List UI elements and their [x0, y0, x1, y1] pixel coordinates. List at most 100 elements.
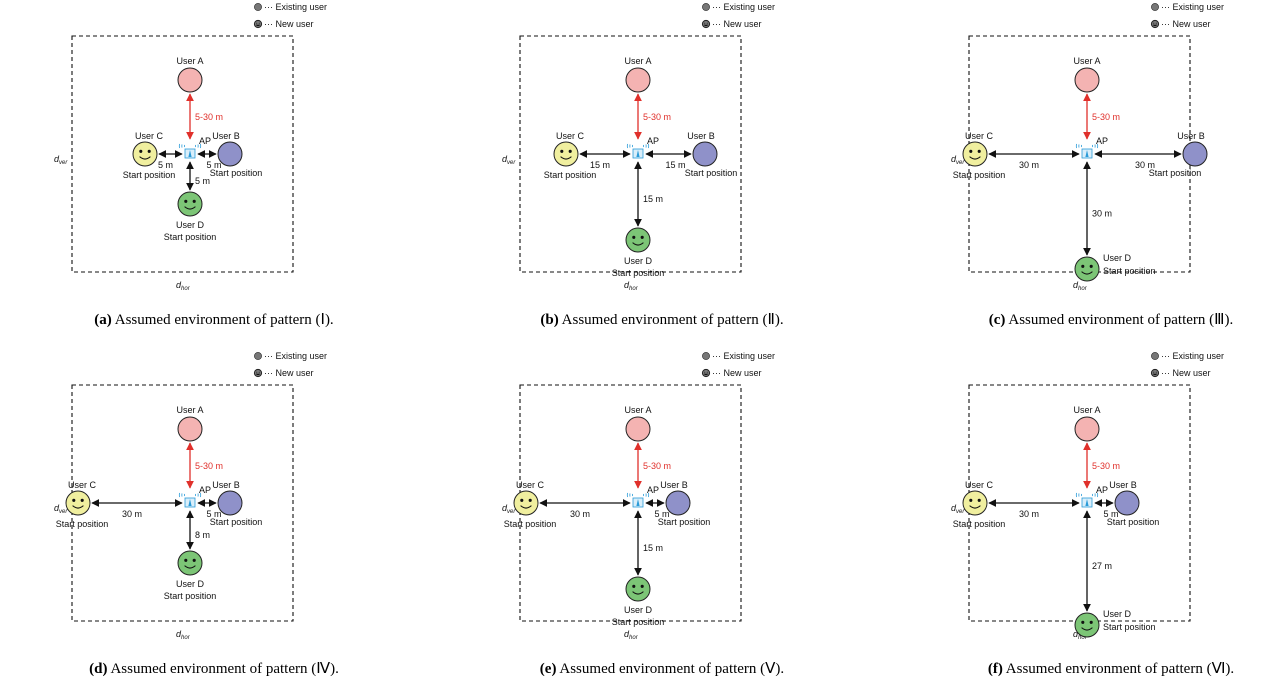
user-d-marker-face — [1075, 257, 1099, 281]
user-d-marker — [1075, 613, 1099, 637]
dhor-sub: hor — [629, 635, 639, 641]
diagram-d: ··· Existing user··· New userdverdhorAPU… — [0, 349, 428, 695]
distance-d-label: 15 m — [643, 543, 663, 553]
user-b-marker — [218, 491, 242, 515]
user-c-label: User C — [516, 480, 545, 490]
distance-b-label: 5 m — [1103, 509, 1118, 519]
user-c-marker-face — [514, 491, 538, 515]
user-c-start-label: Start position — [123, 170, 176, 180]
legend-existing-label: ··· Existing user — [712, 2, 775, 12]
legend-new-icon-face — [1151, 369, 1158, 376]
distance-b-label: 30 m — [1135, 160, 1155, 170]
caption-text: Assumed environment of pattern (Ⅵ). — [1006, 661, 1234, 677]
user-c-marker-face — [133, 142, 157, 166]
user-c-label: User C — [556, 131, 585, 141]
user-b-marker — [1183, 142, 1207, 166]
diagram-e: ··· Existing user··· New userdverdhorAPU… — [448, 349, 876, 695]
user-d-marker-eye-right — [1090, 265, 1093, 268]
user-a-marker — [1075, 417, 1099, 441]
user-a-label: User A — [176, 56, 203, 66]
access-point-icon — [179, 144, 200, 158]
legend-new-icon — [254, 369, 261, 376]
legend-new-icon-face — [702, 20, 709, 27]
caption-text: Assumed environment of pattern (Ⅱ). — [562, 312, 784, 328]
user-a-marker — [1075, 68, 1099, 92]
user-a-label: User A — [624, 405, 651, 415]
distance-b-label: 5 m — [654, 509, 669, 519]
user-d-label: User D — [624, 605, 653, 615]
user-d-marker-face — [178, 192, 202, 216]
user-c-start-label: Start position — [56, 519, 109, 529]
ap-label: AP — [1096, 485, 1108, 495]
user-a-label: User A — [624, 56, 651, 66]
caption-f: (f) Assumed environment of pattern (Ⅵ). — [897, 659, 1285, 678]
user-c-marker-eye-right — [978, 150, 981, 153]
user-c-marker-face — [66, 491, 90, 515]
user-d-start-label: Start position — [612, 617, 665, 627]
user-d-marker-eye-left — [632, 236, 635, 239]
user-c-marker — [963, 142, 987, 166]
dhor-sub: hor — [1078, 286, 1088, 292]
user-a-label: User A — [176, 405, 203, 415]
user-b-label: User B — [1109, 480, 1137, 490]
user-c-marker-eye-right — [529, 499, 532, 502]
user-c-marker-eye-right — [569, 150, 572, 153]
legend-new-icon-face — [254, 369, 261, 376]
legend-existing-label: ··· Existing user — [1161, 351, 1224, 361]
legend-new-icon-eye-right — [1156, 23, 1157, 24]
caption-text: Assumed environment of pattern (Ⅰ). — [115, 312, 334, 328]
legend-existing-icon — [1151, 352, 1158, 359]
user-c-marker-eye-left — [520, 499, 523, 502]
legend-new-icon-eye-left — [1153, 372, 1154, 373]
user-d-marker-face — [1075, 613, 1099, 637]
user-b-label: User B — [660, 480, 688, 490]
user-c-start-label: Start position — [953, 519, 1006, 529]
user-c-label: User C — [965, 480, 994, 490]
legend-existing-label: ··· Existing user — [264, 351, 327, 361]
user-d-marker-eye-right — [193, 559, 196, 562]
distance-a-label: 5-30 m — [643, 461, 671, 471]
user-c-marker — [66, 491, 90, 515]
user-c-marker-eye-right — [81, 499, 84, 502]
dver-sub: ver — [507, 509, 516, 515]
user-b-label: User B — [212, 480, 240, 490]
access-point-icon — [627, 493, 648, 507]
legend-new-label: ··· New user — [712, 368, 762, 378]
user-d-label: User D — [1103, 253, 1132, 263]
user-b-marker — [666, 491, 690, 515]
user-a-label: User A — [1073, 56, 1100, 66]
legend-existing-icon — [254, 352, 261, 359]
distance-c-label: 15 m — [590, 160, 610, 170]
user-d-marker-eye-left — [632, 585, 635, 588]
legend-new-icon-eye-right — [259, 23, 260, 24]
distance-a-label: 5-30 m — [195, 112, 223, 122]
ap-label: AP — [647, 485, 659, 495]
user-c-marker-eye-left — [72, 499, 75, 502]
user-c-marker-eye-left — [560, 150, 563, 153]
user-d-marker-eye-left — [184, 200, 187, 203]
distance-c-label: 30 m — [1019, 509, 1039, 519]
ap-label: AP — [199, 136, 211, 146]
distance-d-label: 5 m — [195, 176, 210, 186]
distance-d-label: 15 m — [643, 194, 663, 204]
dhor-label: dhor — [624, 629, 639, 641]
caption-tag: (c) — [989, 312, 1006, 328]
legend-existing-label: ··· Existing user — [1161, 2, 1224, 12]
user-d-label: User D — [176, 220, 205, 230]
ap-label: AP — [1096, 136, 1108, 146]
user-d-marker — [626, 228, 650, 252]
dhor-label: dhor — [176, 280, 191, 292]
distance-b-label: 5 m — [206, 509, 221, 519]
distance-a-label: 5-30 m — [643, 112, 671, 122]
user-c-start-label: Start position — [953, 170, 1006, 180]
user-b-label: User B — [687, 131, 715, 141]
caption-e: (e) Assumed environment of pattern (Ⅴ). — [448, 659, 876, 678]
user-d-marker-face — [626, 577, 650, 601]
user-d-marker-eye-right — [193, 200, 196, 203]
legend-existing-icon — [702, 352, 709, 359]
user-a-label: User A — [1073, 405, 1100, 415]
legend-new-label: ··· New user — [264, 19, 314, 29]
dhor-label: dhor — [176, 629, 191, 641]
user-b-marker — [693, 142, 717, 166]
